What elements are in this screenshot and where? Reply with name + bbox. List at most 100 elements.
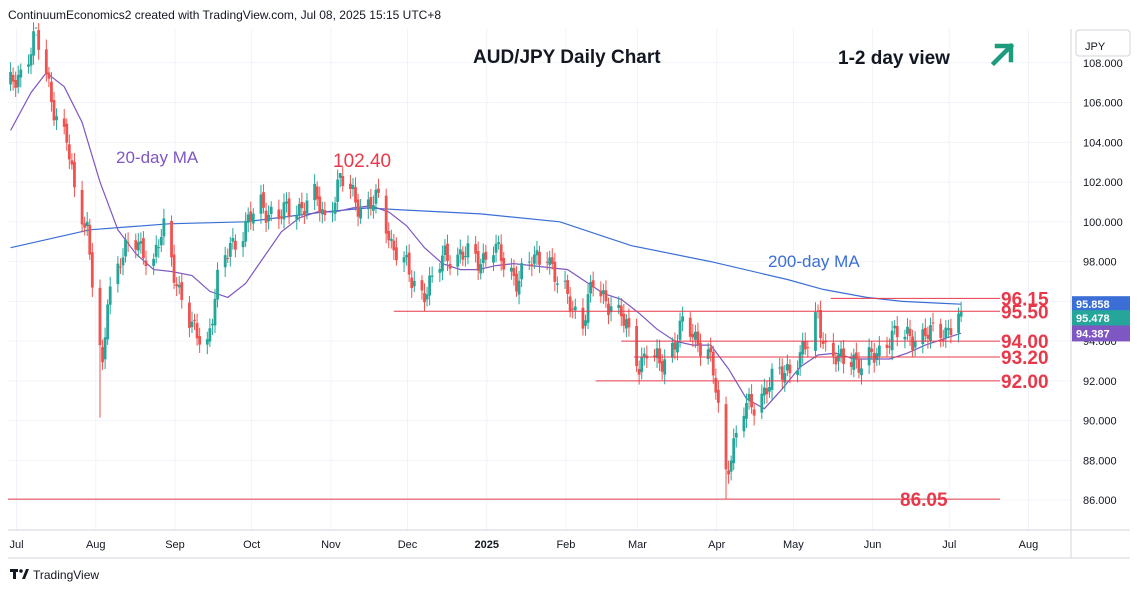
candle-body xyxy=(159,236,163,246)
candle-body xyxy=(604,290,608,302)
candle-body xyxy=(599,290,603,297)
candle-body xyxy=(745,402,748,419)
candle-body xyxy=(336,179,340,203)
candle-body xyxy=(494,243,498,253)
candle-body xyxy=(300,201,304,209)
y-tick-label: 98.000 xyxy=(1083,257,1117,269)
candle-body xyxy=(499,244,503,261)
candle-body xyxy=(913,341,917,348)
price-tag-label: 95.478 xyxy=(1076,313,1110,325)
candle-body xyxy=(479,264,483,274)
candle-body xyxy=(581,307,585,329)
candle-body xyxy=(734,432,738,438)
candle-body xyxy=(356,199,360,217)
candle-body xyxy=(205,339,209,345)
candle-body xyxy=(515,273,518,292)
y-tick-label: 100.000 xyxy=(1083,217,1123,229)
level-label: 93.20 xyxy=(1001,348,1049,369)
candle-body xyxy=(637,368,641,375)
candle-body xyxy=(303,211,306,215)
candle-body xyxy=(732,438,736,464)
y-tick-label: 88.000 xyxy=(1083,455,1117,467)
candle-body xyxy=(699,342,702,357)
price-tag-bg xyxy=(1072,296,1130,313)
candle-body xyxy=(658,348,661,364)
x-tick-label: Aug xyxy=(86,539,106,551)
ma200-label: 200-day MA xyxy=(768,252,860,271)
candle-body xyxy=(545,261,549,263)
candle-body xyxy=(946,328,950,330)
chart-frame xyxy=(8,29,1131,559)
candle-body xyxy=(351,185,355,190)
candle-body xyxy=(410,277,414,289)
candle-body xyxy=(944,327,948,338)
candle-body xyxy=(85,221,89,227)
y-tick-label: 104.000 xyxy=(1083,137,1123,149)
candle-body xyxy=(676,342,679,353)
candle-body xyxy=(244,220,248,242)
candle-body xyxy=(349,183,352,190)
candle-body xyxy=(134,240,138,250)
candle-body xyxy=(535,250,539,256)
candle-body xyxy=(780,366,784,380)
candle-body xyxy=(893,325,897,329)
candle-body xyxy=(144,260,148,267)
candle-body xyxy=(251,213,255,224)
peak-label: 102.40 xyxy=(333,151,391,172)
candle-body xyxy=(67,144,71,160)
candle-body xyxy=(88,224,92,255)
candle-body xyxy=(466,243,470,258)
candle-body xyxy=(617,304,621,308)
candle-body xyxy=(660,361,664,372)
candle-body xyxy=(624,319,628,329)
candle-body xyxy=(760,393,764,413)
candle-body xyxy=(195,323,199,339)
candle-body xyxy=(430,275,434,277)
candle-body xyxy=(591,280,595,288)
x-tick-label: Jun xyxy=(864,539,882,551)
candle-body xyxy=(655,348,659,359)
candle-body xyxy=(285,201,288,204)
candle-body xyxy=(926,334,930,339)
candle-body xyxy=(890,330,894,351)
candle-body xyxy=(762,387,766,396)
candle-body xyxy=(752,409,756,416)
candle-body xyxy=(70,160,74,165)
candle-body xyxy=(154,244,158,257)
x-tick-label: Dec xyxy=(398,539,418,551)
candle-body xyxy=(857,358,861,373)
candle-body xyxy=(711,351,715,376)
ma20-line xyxy=(10,71,962,410)
candle-body xyxy=(62,118,66,127)
candle-body xyxy=(458,249,462,255)
candle-body xyxy=(295,215,299,220)
candle-body xyxy=(116,263,120,285)
candle-body xyxy=(440,255,444,272)
candle-body xyxy=(474,244,478,254)
candle-body xyxy=(223,255,227,268)
candle-body xyxy=(640,356,644,373)
candle-body xyxy=(571,308,575,310)
candle-body xyxy=(198,336,202,345)
candle-body xyxy=(19,69,23,78)
candle-body xyxy=(481,253,485,264)
candle-body xyxy=(747,393,751,401)
candle-body xyxy=(911,336,914,350)
candle-body xyxy=(903,336,907,340)
candle-body xyxy=(921,329,925,345)
candle-body xyxy=(742,415,746,432)
candle-body xyxy=(819,309,822,338)
candle-body xyxy=(124,239,127,257)
candle-body xyxy=(231,238,235,242)
candle-body xyxy=(532,254,536,264)
candle-body xyxy=(323,210,327,216)
candle-body xyxy=(555,283,559,285)
candle-body xyxy=(11,74,15,82)
candle-body xyxy=(359,208,363,219)
candle-body xyxy=(180,282,184,300)
candle-body xyxy=(377,188,380,193)
candle-body xyxy=(770,368,774,390)
candle-body xyxy=(425,294,429,300)
candle-body xyxy=(420,280,424,291)
candle-body xyxy=(959,311,963,317)
